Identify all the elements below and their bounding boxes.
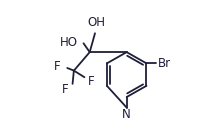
Text: F: F <box>88 75 94 88</box>
Text: N: N <box>122 108 131 121</box>
Text: HO: HO <box>60 36 78 49</box>
Text: F: F <box>54 60 61 72</box>
Text: Br: Br <box>158 57 171 70</box>
Text: OH: OH <box>87 16 105 29</box>
Text: F: F <box>62 83 69 96</box>
